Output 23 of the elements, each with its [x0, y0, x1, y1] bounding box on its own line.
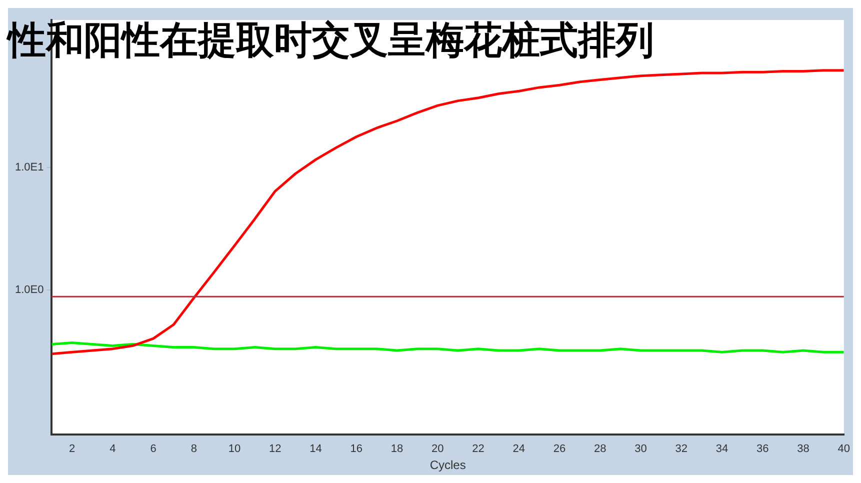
x-tick-label: 6 [150, 443, 156, 456]
x-tick-label: 10 [228, 443, 241, 456]
x-tick-label: 14 [310, 443, 322, 456]
x-tick-label: 34 [716, 443, 728, 456]
x-tick-label: 24 [512, 443, 526, 456]
x-tick-label: 30 [634, 443, 647, 456]
x-tick-label: 18 [390, 443, 404, 456]
x-tick-label: 2 [68, 443, 76, 456]
x-tick-label: 38 [797, 443, 810, 456]
x-tick-label: 16 [350, 443, 363, 456]
x-tick-label: 36 [756, 443, 769, 456]
x-tick-label: 4 [110, 443, 116, 456]
y-tick-label: 1.0E0 [14, 284, 44, 296]
x-tick-label: 40 [838, 443, 850, 456]
x-tick-label: 26 [553, 443, 566, 456]
x-tick-label: 32 [675, 443, 688, 456]
x-tick-label: 28 [594, 443, 606, 456]
x-tick-label: 8 [190, 443, 197, 456]
x-tick-label: 22 [472, 443, 484, 456]
x-axis-title: Cycles [430, 458, 466, 472]
x-tick-label: 20 [432, 443, 444, 456]
y-tick-label: 1.0E1 [14, 161, 44, 174]
x-tick-label: 12 [269, 443, 282, 456]
